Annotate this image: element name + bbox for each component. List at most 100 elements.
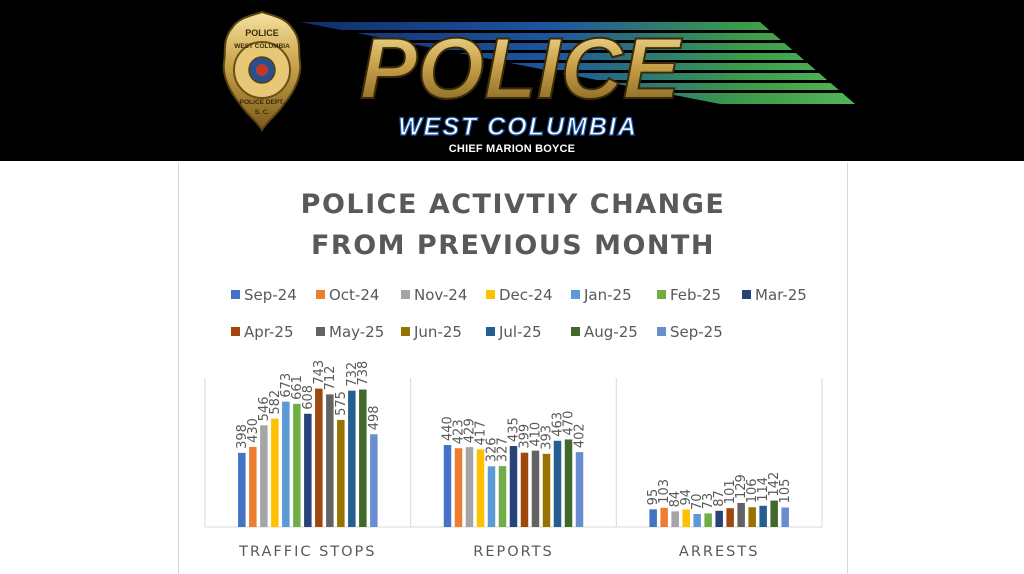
legend-swatch-4 (571, 290, 580, 299)
svg-text:WEST COLUMBIA: WEST COLUMBIA (234, 43, 290, 50)
data-label-0-4: 673 (279, 373, 294, 398)
legend-label-7: Apr-25 (244, 323, 294, 341)
data-label-1-9: 393 (540, 425, 555, 450)
bar-2-3 (682, 509, 690, 527)
data-label-0-0: 398 (235, 424, 250, 449)
bar-2-1 (660, 507, 668, 527)
legend-swatch-5 (657, 290, 666, 299)
bar-0-0 (238, 452, 246, 527)
bar-0-11 (359, 389, 367, 527)
legend-label-2: Nov-24 (414, 286, 467, 304)
data-label-2-0: 95 (646, 489, 661, 506)
bar-0-7 (315, 388, 323, 527)
bar-1-8 (531, 450, 540, 527)
bar-2-9 (748, 507, 756, 527)
legend-swatch-0 (231, 290, 240, 299)
data-label-1-1: 423 (452, 419, 467, 444)
bar-2-12 (781, 507, 789, 527)
bar-1-10 (553, 440, 562, 527)
bar-0-5 (293, 403, 301, 527)
category-label-1: REPORTS (473, 544, 553, 560)
bar-2-2 (671, 511, 679, 527)
activity-chart: POLICE ACTIVTIY CHANGE FROM PREVIOUS MON… (204, 189, 823, 560)
data-label-0-5: 661 (290, 375, 305, 400)
bar-0-12 (370, 434, 378, 527)
bar-1-7 (520, 452, 529, 527)
data-label-1-10: 463 (551, 412, 566, 437)
bar-2-0 (649, 509, 657, 527)
legend-swatch-7 (231, 327, 240, 336)
legend-label-9: Jun-25 (413, 323, 462, 341)
legend-label-3: Dec-24 (499, 286, 553, 304)
chart-title-line-1: POLICE ACTIVTIY CHANGE (301, 189, 726, 220)
bar-1-12 (575, 452, 584, 527)
bar-1-3 (476, 449, 485, 527)
data-label-0-12: 498 (367, 405, 382, 430)
legend-swatch-2 (401, 290, 410, 299)
data-label-2-3: 94 (679, 489, 694, 506)
legend-label-6: Mar-25 (755, 286, 807, 304)
police-wordmark: POLICE (360, 21, 683, 117)
data-label-0-8: 712 (323, 366, 338, 391)
data-label-2-7: 101 (723, 479, 738, 504)
data-label-0-9: 575 (334, 391, 349, 416)
svg-text:POLICE DEPT.: POLICE DEPT. (240, 99, 285, 106)
data-label-2-1: 103 (657, 479, 672, 504)
data-label-1-5: 327 (496, 437, 511, 462)
data-label-2-9: 106 (745, 478, 760, 503)
data-label-0-7: 743 (312, 360, 327, 385)
bar-1-1 (454, 448, 463, 527)
legend-swatch-12 (657, 327, 666, 336)
legend: Sep-24 Oct-24 Nov-24 Dec-24 Jan-25 Feb-25 Mar-… (231, 286, 807, 341)
data-label-1-12: 402 (573, 423, 588, 448)
bar-1-9 (542, 453, 551, 527)
bar-0-8 (326, 394, 334, 527)
data-label-2-2: 84 (668, 491, 683, 508)
legend-swatch-1 (316, 290, 325, 299)
data-label-1-8: 410 (529, 422, 544, 447)
legend-swatch-6 (742, 290, 751, 299)
bar-1-5 (498, 466, 507, 527)
legend-label-1: Oct-24 (329, 286, 379, 304)
police-logo: POLICE POLICE WEST COLUMBIA POLICE DEPT.… (222, 10, 860, 142)
bar-0-10 (348, 390, 356, 527)
data-label-2-10: 114 (756, 477, 771, 502)
data-label-2-5: 73 (701, 493, 716, 510)
chart-panel: POLICE ACTIVTIY CHANGE FROM PREVIOUS MON… (178, 163, 848, 574)
data-label-1-6: 435 (507, 417, 522, 442)
city-name: WEST COLUMBIA (398, 113, 638, 141)
data-label-1-11: 470 (562, 411, 577, 436)
data-label-2-12: 105 (778, 479, 793, 504)
bar-1-11 (564, 439, 573, 527)
bar-0-2 (260, 425, 268, 527)
bar-1-4 (487, 466, 496, 527)
bar-0-3 (271, 418, 279, 527)
swoosh-stripes (300, 22, 860, 104)
legend-label-5: Feb-25 (670, 286, 721, 304)
data-label-0-3: 582 (268, 390, 283, 415)
bar-0-4 (282, 401, 290, 527)
legend-label-11: Aug-25 (584, 323, 638, 341)
bar-1-2 (465, 447, 474, 527)
bar-2-5 (704, 513, 712, 527)
data-label-1-7: 399 (518, 424, 533, 449)
data-label-1-0: 440 (441, 416, 456, 441)
bar-2-7 (726, 508, 734, 527)
legend-swatch-3 (486, 290, 495, 299)
bar-1-0 (443, 445, 452, 527)
bar-2-8 (737, 502, 745, 527)
legend-label-0: Sep-24 (244, 286, 297, 304)
legend-swatch-8 (316, 327, 325, 336)
chart-title-line-2: FROM PREVIOUS MONTH (311, 230, 715, 261)
legend-label-12: Sep-25 (670, 323, 723, 341)
legend-swatch-11 (571, 327, 580, 336)
data-label-0-2: 546 (257, 396, 272, 421)
bar-2-6 (715, 510, 723, 527)
badge-icon: POLICE WEST COLUMBIA POLICE DEPT. S. C. (222, 10, 302, 132)
chief-name: CHIEF MARION BOYCE (448, 143, 576, 155)
bar-0-6 (304, 413, 312, 527)
data-label-2-8: 129 (734, 474, 749, 499)
data-label-2-4: 70 (690, 493, 705, 510)
data-label-0-6: 608 (301, 385, 316, 410)
